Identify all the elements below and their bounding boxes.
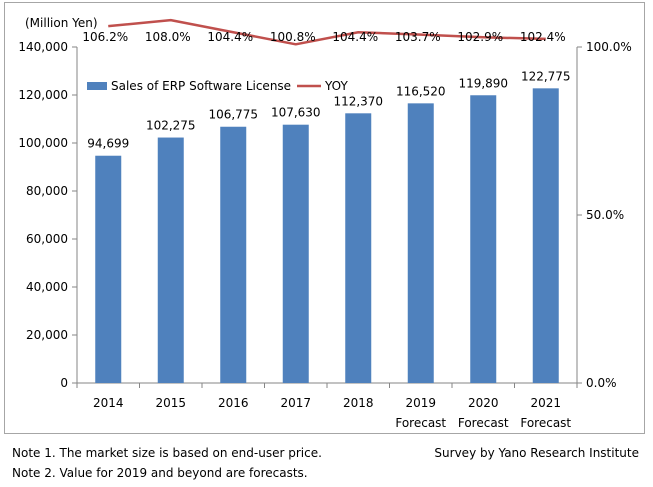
bar-data-label: 94,699 (87, 137, 129, 151)
bar-data-label: 116,520 (396, 84, 446, 98)
y-left-tick-label: 0 (60, 376, 68, 390)
survey-credit: Survey by Yano Research Institute (434, 446, 639, 460)
yoy-data-label: 108.0% (145, 30, 191, 44)
bar (220, 126, 247, 384)
chart-frame: (Million Yen) 0 20,000 40,000 60,000 80,000 10… (4, 2, 645, 434)
yoy-line (108, 18, 546, 46)
y-left-tick-label: 80,000 (26, 184, 68, 198)
yoy-data-label: 102.4% (520, 30, 566, 44)
y-left-unit-label: (Million Yen) (25, 16, 98, 30)
bar (282, 124, 309, 384)
x-tick-label: 2018 (343, 396, 374, 410)
x-tick-sublabel: Forecast (520, 416, 571, 430)
x-tick-label: 2019 (405, 396, 436, 410)
bar-data-label: 107,630 (271, 106, 321, 120)
bar-data-label: 106,775 (208, 108, 258, 122)
y-left-tick-label: 40,000 (26, 280, 68, 294)
bar-data-label: 122,775 (521, 69, 571, 83)
bar (532, 88, 559, 383)
bar (95, 155, 122, 383)
x-tick-label: 2014 (93, 396, 124, 410)
footnote-1: Note 1. The market size is based on end-… (12, 446, 322, 460)
y-right-tick-label: 100.0% (586, 40, 632, 54)
legend-line-label: YOY (324, 79, 348, 93)
bar-data-label: 112,370 (333, 94, 383, 108)
yoy-data-label: 104.4% (332, 30, 378, 44)
y-left-tick-label: 120,000 (18, 88, 68, 102)
bar-data-label: 119,890 (458, 76, 508, 90)
erp-sales-chart: (Million Yen) 0 20,000 40,000 60,000 80,000 10… (18, 16, 632, 430)
x-tick-label: 2016 (218, 396, 249, 410)
y-left-tick-label: 60,000 (26, 232, 68, 246)
x-tick-label: 2017 (280, 396, 311, 410)
yoy-data-label: 102.9% (457, 30, 503, 44)
x-tick-sublabel: Forecast (458, 416, 509, 430)
x-tick-label: 2020 (468, 396, 499, 410)
y-left-tick-label: 100,000 (18, 136, 68, 150)
bar (407, 103, 434, 384)
yoy-data-label: 104.4% (207, 30, 253, 44)
legend-bar-label: Sales of ERP Software License (111, 79, 291, 93)
y-right-tick-label: 0.0% (586, 376, 617, 390)
bar (157, 137, 184, 383)
legend-bar-swatch (87, 82, 107, 90)
bar (345, 113, 372, 383)
x-tick-label: 2021 (530, 396, 561, 410)
yoy-data-label: 100.8% (270, 30, 316, 44)
bar (470, 95, 497, 383)
yoy-data-label: 103.7% (395, 30, 441, 44)
y-left-tick-label: 20,000 (26, 328, 68, 342)
bar-data-label: 102,275 (146, 119, 196, 133)
y-left-tick-label: 140,000 (18, 40, 68, 54)
footnote-2: Note 2. Value for 2019 and beyond are fo… (12, 466, 308, 480)
x-tick-label: 2015 (155, 396, 186, 410)
yoy-data-label: 106.2% (82, 30, 128, 44)
x-tick-sublabel: Forecast (395, 416, 446, 430)
y-right-tick-label: 50.0% (586, 208, 624, 222)
